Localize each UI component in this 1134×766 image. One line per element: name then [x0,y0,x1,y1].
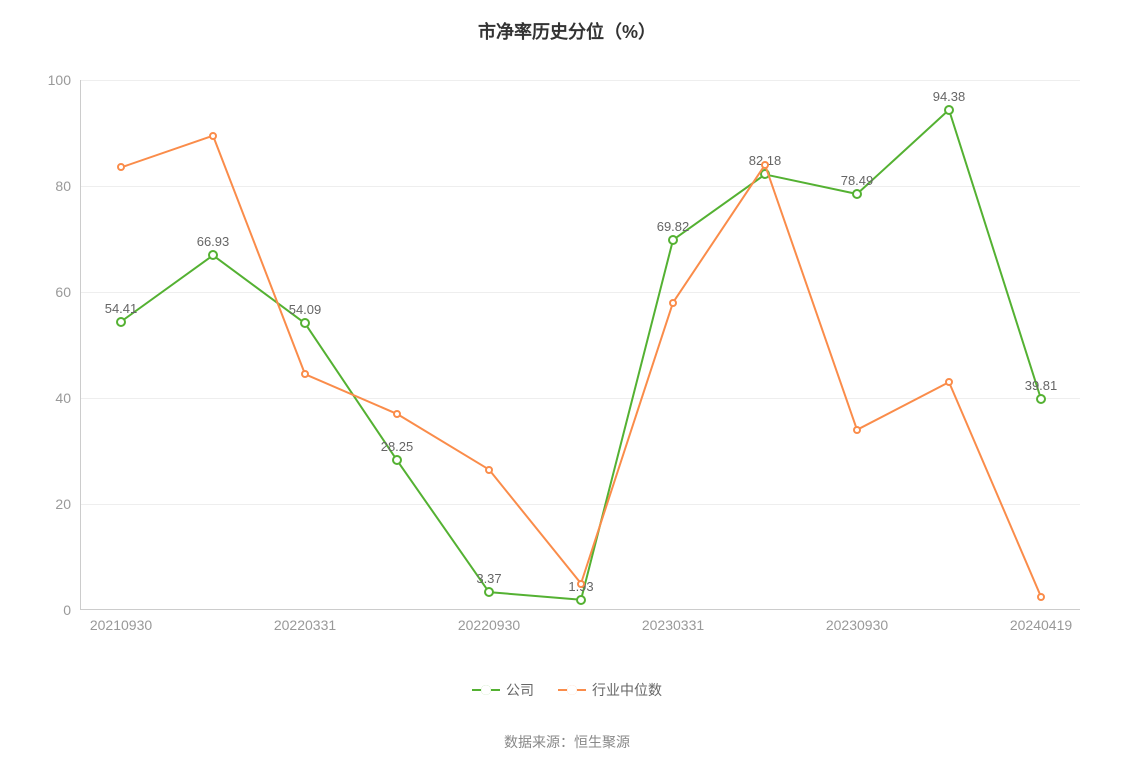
data-marker [761,161,769,169]
source-prefix: 数据来源： [504,734,574,750]
data-label: 94.38 [933,89,966,110]
legend: 公司 行业中位数 [0,678,1134,700]
plot-area: 0204060801002021093020220331202209302023… [80,80,1080,610]
data-marker [853,426,861,434]
x-tick-label: 20220930 [458,609,520,633]
y-tick-label: 60 [55,284,81,300]
data-label: 39.81 [1025,378,1058,399]
y-tick-label: 100 [48,72,81,88]
gridline [81,186,1080,187]
legend-marker-icon [567,685,577,695]
series-line [81,80,1081,610]
x-tick-label: 20220331 [274,609,336,633]
legend-swatch [558,689,586,691]
legend-marker-icon [481,685,491,695]
legend-label: 行业中位数 [592,680,662,700]
data-marker [669,299,677,307]
data-label: 78.49 [841,173,874,194]
data-label: 28.25 [381,439,414,460]
source-value: 恒生聚源 [574,734,630,750]
data-marker [393,410,401,418]
data-marker [945,378,953,386]
x-tick-label: 20210930 [90,609,152,633]
legend-item[interactable]: 公司 [472,680,534,700]
x-tick-label: 20230930 [826,609,888,633]
data-label: 54.41 [105,301,138,322]
data-marker [577,580,585,588]
data-marker [1037,593,1045,601]
data-source-footer: 数据来源：恒生聚源 [0,732,1134,752]
data-marker [117,163,125,171]
x-tick-label: 20240419 [1010,609,1072,633]
gridline [81,398,1080,399]
y-tick-label: 20 [55,496,81,512]
legend-swatch [472,689,500,691]
data-marker [485,466,493,474]
data-marker [301,370,309,378]
gridline [81,504,1080,505]
data-label: 69.82 [657,219,690,240]
y-tick-label: 0 [63,602,81,618]
chart-title: 市净率历史分位（%） [0,18,1134,44]
y-tick-label: 40 [55,390,81,406]
data-marker [209,132,217,140]
gridline [81,80,1080,81]
legend-item[interactable]: 行业中位数 [558,680,662,700]
data-label: 54.09 [289,302,322,323]
y-tick-label: 80 [55,178,81,194]
legend-label: 公司 [506,680,534,700]
x-tick-label: 20230331 [642,609,704,633]
series-line [81,80,1081,610]
data-label: 3.37 [476,571,501,592]
chart-container: 市净率历史分位（%） 02040608010020210930202203312… [0,0,1134,766]
gridline [81,292,1080,293]
data-label: 66.93 [197,234,230,255]
